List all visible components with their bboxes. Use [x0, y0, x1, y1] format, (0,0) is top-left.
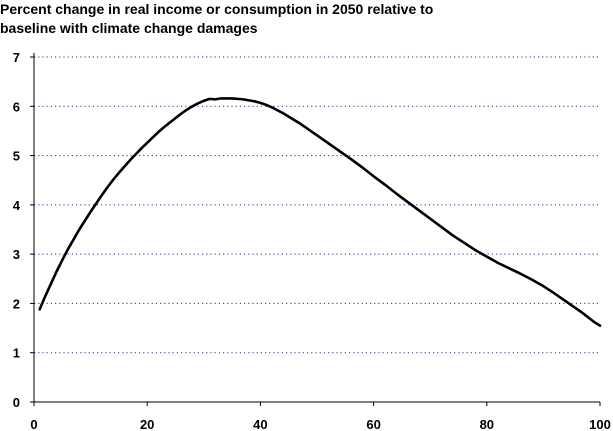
x-tick-label-80: 80	[480, 417, 494, 431]
series-line-0	[38, 97, 602, 327]
x-tick-label-100: 100	[589, 417, 611, 431]
gridlines	[34, 56, 600, 354]
x-tick-label-20: 20	[140, 417, 154, 431]
x-tick-label-0: 0	[30, 417, 37, 431]
y-tick-label-7: 7	[13, 50, 20, 65]
x-tick-label-40: 40	[253, 417, 267, 431]
y-tick-label-3: 3	[13, 247, 20, 262]
y-tick-label-1: 1	[13, 346, 20, 361]
chart-title-line-2: baseline with climate change damages	[0, 20, 258, 36]
chart-title-line-1: Percent change in real income or consump…	[0, 1, 434, 17]
x-tick-label-60: 60	[366, 417, 380, 431]
y-tick-label-0: 0	[13, 395, 20, 410]
y-axis-ticks: 0 1 2 3 4 5 6 7	[13, 50, 34, 410]
axes	[33, 53, 600, 403]
chart-title: Percent change in real income or consump…	[0, 0, 613, 38]
y-tick-label-4: 4	[13, 198, 21, 213]
y-tick-label-6: 6	[13, 99, 20, 114]
series-layer	[38, 97, 602, 327]
x-axis-ticks: 0 20 40 60 80 100	[30, 402, 611, 431]
y-tick-label-2: 2	[13, 296, 20, 311]
y-tick-label-5: 5	[13, 149, 20, 164]
